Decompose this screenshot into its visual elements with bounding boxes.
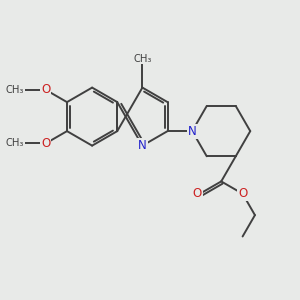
Text: CH₃: CH₃ xyxy=(5,139,24,148)
Text: O: O xyxy=(192,187,202,200)
Text: O: O xyxy=(41,137,50,150)
Text: N: N xyxy=(188,124,197,138)
Text: CH₃: CH₃ xyxy=(133,54,152,64)
Text: CH₃: CH₃ xyxy=(5,85,24,95)
Text: O: O xyxy=(41,83,50,96)
Text: O: O xyxy=(238,187,247,200)
Text: N: N xyxy=(138,139,147,152)
